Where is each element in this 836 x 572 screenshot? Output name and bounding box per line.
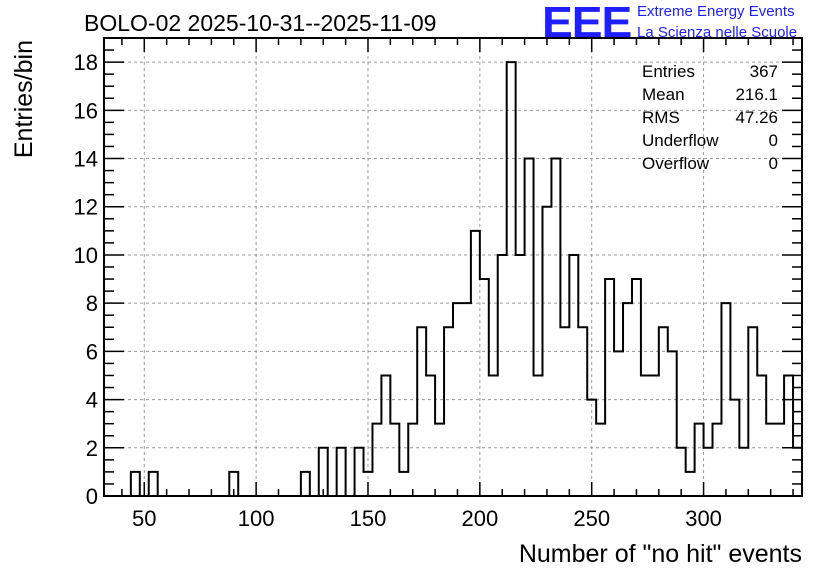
x-tick-label: 100	[238, 506, 275, 531]
y-tick-label: 8	[86, 291, 98, 316]
logo-letters: EEE	[542, 0, 632, 47]
y-tick-label: 12	[74, 195, 98, 220]
y-tick-label: 0	[86, 484, 98, 509]
stat-underflow: Underflow 0	[642, 129, 778, 152]
x-tick-label: 150	[350, 506, 387, 531]
y-tick-label: 4	[86, 388, 98, 413]
y-tick-label: 18	[74, 50, 98, 75]
stat-rms: RMS 47.26	[642, 106, 778, 129]
stat-overflow: Overflow 0	[642, 152, 778, 175]
x-tick-label: 300	[685, 506, 722, 531]
eee-logo: EEE	[542, 1, 634, 45]
stat-value: 0	[768, 154, 778, 173]
stat-value: 47.26	[735, 108, 778, 127]
chart-title: BOLO-02 2025-10-31--2025-11-09	[84, 10, 437, 36]
x-axis-label: Number of "no hit" events	[519, 540, 802, 568]
y-tick-label: 14	[74, 147, 98, 172]
stat-label: RMS	[642, 108, 680, 127]
stats-box: Entries 367 Mean 216.1 RMS 47.26 Underfl…	[642, 60, 778, 175]
logo-text-line1: Extreme Energy Events	[637, 3, 795, 20]
stat-label: Entries	[642, 62, 695, 81]
y-tick-label: 2	[86, 436, 98, 461]
axis-ticks	[104, 37, 802, 497]
y-tick-label: 6	[86, 339, 98, 364]
stat-value: 0	[768, 131, 778, 150]
stat-label: Overflow	[642, 154, 710, 173]
logo-text-line2: La Scienza nelle Scuole	[637, 24, 798, 41]
x-tick-label: 50	[132, 506, 156, 531]
stat-mean: Mean 216.1	[642, 83, 778, 106]
tick-labels: 50 100 150 200 250 300 0 2 4 6 8 10 12 14 16 18	[74, 50, 722, 531]
stat-value: 216.1	[735, 85, 778, 104]
stat-label: Mean	[642, 85, 685, 104]
stat-label: Underflow	[642, 131, 719, 150]
y-tick-label: 16	[74, 98, 98, 123]
x-tick-label: 200	[461, 506, 498, 531]
y-tick-label: 10	[74, 243, 98, 268]
stat-entries: Entries 367	[642, 60, 778, 83]
x-tick-label: 250	[573, 506, 610, 531]
y-axis-label: Entries/bin	[10, 40, 38, 158]
stat-value: 367	[749, 62, 778, 81]
